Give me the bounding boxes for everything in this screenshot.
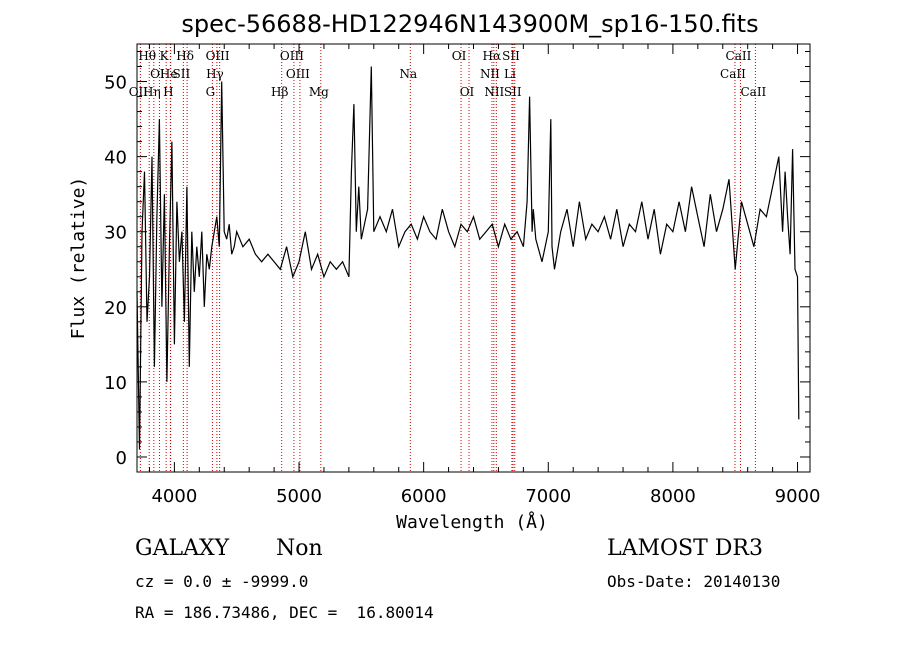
line-label-5: K (160, 49, 170, 63)
line-label-22: SII (502, 49, 520, 63)
line-label-9: OIII (206, 49, 230, 63)
line-label-1: OI (150, 67, 165, 81)
survey-label: LAMOST DR3 (607, 536, 763, 561)
y-axis: 0 10 20 30 40 50 (104, 51, 810, 469)
x-tick-label-5000: 5000 (276, 486, 322, 507)
line-label-12: OIII (280, 49, 304, 63)
radec-text: RA = 186.73486, DEC = 16.80014 (135, 603, 434, 622)
line-label-4: Hη (143, 85, 161, 99)
y-tick-label-0: 0 (116, 448, 127, 469)
x-axis-label: Wavelength (Å) (396, 511, 548, 533)
x-tick-label-4000: 4000 (151, 486, 197, 507)
class-label: GALAXY (135, 536, 230, 561)
cz-text: cz = 0.0 ± -9999.0 (135, 572, 309, 591)
obs-date-text: Obs-Date: 20140130 (607, 572, 781, 591)
spectrum-line (136, 66, 800, 450)
x-tick-label-8000: 8000 (650, 486, 696, 507)
line-label-25: CaII (726, 49, 752, 63)
line-label-13: OIII (286, 67, 310, 81)
line-label-20: NII (480, 67, 500, 81)
x-axis: 4000 5000 6000 7000 8000 9000 (148, 44, 821, 507)
subclass-label: Non (276, 536, 323, 561)
x-tick-label-9000: 9000 (775, 486, 821, 507)
line-label-15: Mg (309, 85, 329, 99)
line-label-2: OII (129, 85, 149, 99)
line-label-0: Hθ (138, 49, 156, 63)
line-label-27: CaII (740, 85, 766, 99)
line-label-16: Na (399, 67, 417, 81)
line-label-6: H (163, 85, 173, 99)
y-tick-label-50: 50 (104, 73, 127, 94)
y-tick-label-20: 20 (104, 298, 127, 319)
line-label-18: OI (460, 85, 475, 99)
spectrum-series (136, 66, 800, 450)
line-label-21: NII (484, 85, 504, 99)
line-label-10: Hγ (206, 67, 224, 81)
chart-title: spec-56688-HD122946N143900M_sp16-150.fit… (181, 10, 758, 38)
line-label-11: G (206, 85, 216, 99)
line-label-17: OI (452, 49, 467, 63)
line-label-14: Hβ (271, 85, 288, 99)
line-label-23: Li (504, 67, 516, 81)
line-label-19: Hα (483, 49, 502, 63)
line-label-3: He (160, 67, 178, 81)
y-axis-label: Flux (relative) (68, 177, 89, 340)
line-label-8: Hδ (176, 49, 194, 63)
x-tick-label-6000: 6000 (401, 486, 447, 507)
line-label-24: SII (504, 85, 522, 99)
y-tick-label-10: 10 (104, 373, 127, 394)
plot-frame (136, 43, 811, 473)
y-tick-label-30: 30 (104, 223, 127, 244)
line-label-7: SII (173, 67, 191, 81)
line-label-26: CaII (720, 67, 746, 81)
emission-line-markers (139, 44, 756, 472)
x-tick-label-7000: 7000 (525, 486, 571, 507)
y-tick-label-40: 40 (104, 148, 127, 169)
